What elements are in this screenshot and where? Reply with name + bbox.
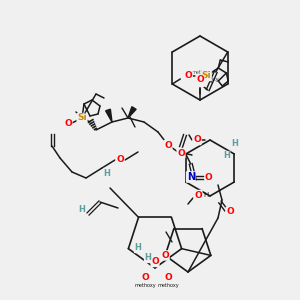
Text: H: H (79, 206, 86, 214)
Text: H: H (135, 244, 141, 253)
Text: methoxy: methoxy (191, 70, 213, 75)
Text: O: O (226, 208, 234, 217)
Text: O: O (193, 136, 201, 145)
Text: O: O (64, 119, 72, 128)
Text: methoxy: methoxy (157, 283, 179, 288)
Polygon shape (128, 107, 136, 118)
Text: methoxy: methoxy (134, 283, 156, 288)
Text: O: O (177, 148, 185, 158)
Text: O: O (116, 155, 124, 164)
Text: H: H (145, 254, 152, 262)
Text: methoxy: methoxy (197, 77, 219, 83)
Text: H: H (103, 169, 110, 178)
Text: H: H (223, 152, 230, 160)
Text: O: O (196, 77, 204, 86)
Text: O: O (196, 76, 204, 85)
Text: O: O (151, 257, 159, 266)
Text: O: O (164, 274, 172, 283)
Text: Si: Si (77, 113, 87, 122)
Text: O: O (184, 71, 192, 80)
Text: H: H (231, 140, 238, 148)
Text: N: N (187, 172, 195, 182)
Text: Si: Si (202, 71, 211, 80)
Polygon shape (106, 109, 112, 122)
Text: O: O (205, 172, 213, 182)
Text: O: O (141, 274, 149, 283)
Text: O: O (194, 190, 202, 200)
Text: O: O (161, 251, 169, 260)
Text: H: H (203, 192, 208, 198)
Text: O: O (164, 140, 172, 149)
